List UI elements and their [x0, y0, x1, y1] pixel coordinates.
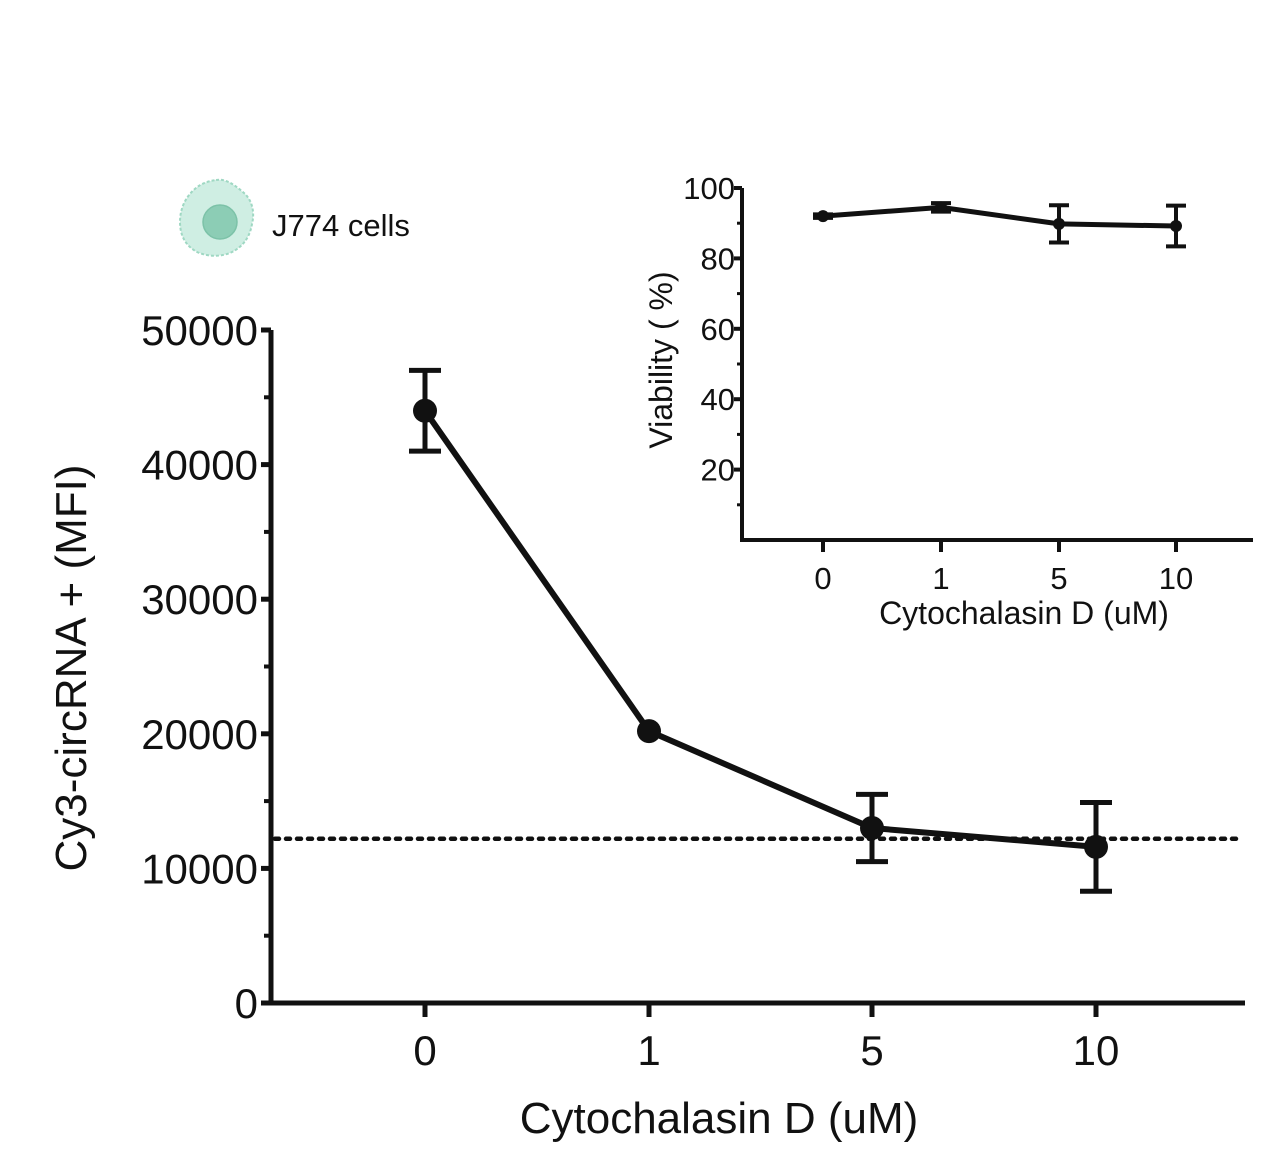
- main-series-line: [422, 409, 1097, 850]
- inset-x-axis-title: Cytochalasin D (uM): [879, 595, 1169, 631]
- inset-y-tick-label: 40: [701, 382, 735, 417]
- main-y-tick-label: 40000: [141, 442, 258, 489]
- main-data-point: [637, 719, 661, 744]
- main-y-tick-label: 0: [235, 980, 258, 1027]
- main-y-tick-label: 30000: [141, 576, 258, 623]
- main-y-tick-label: 50000: [141, 307, 258, 354]
- main-data-point: [413, 398, 437, 423]
- inset-data-point: [935, 201, 947, 214]
- inset-data-point: [817, 210, 829, 223]
- main-x-axis-title: Cytochalasin D (uM): [520, 1094, 919, 1143]
- inset-x-tick-label: 0: [814, 561, 831, 596]
- legend-label: J774 cells: [272, 208, 410, 243]
- inset-series-line: [822, 204, 1177, 229]
- main-y-tick-label: 10000: [141, 845, 258, 892]
- inset-y-tick-label: 80: [701, 241, 735, 276]
- inset-data-point: [1053, 217, 1065, 230]
- cell-icon: [178, 178, 255, 257]
- inset-x-tick-label: 10: [1159, 561, 1193, 596]
- inset-y-tick-label: 100: [683, 171, 735, 206]
- inset-data-point: [1170, 220, 1182, 233]
- main-data-point: [860, 816, 884, 841]
- main-x-tick-label: 1: [637, 1027, 660, 1074]
- inset-x-tick-label: 1: [932, 561, 949, 596]
- inset-x-tick-label: 5: [1050, 561, 1067, 596]
- main-x-tick-label: 5: [860, 1027, 883, 1074]
- main-x-tick-label: 10: [1073, 1027, 1120, 1074]
- main-y-axis-title: Cy3-circRNA + (MFI): [47, 465, 96, 872]
- inset-y-tick-label: 60: [701, 312, 735, 347]
- main-data-point: [1084, 834, 1108, 859]
- main-x-tick-label: 0: [413, 1027, 436, 1074]
- main-y-tick-label: 20000: [141, 711, 258, 758]
- inset-y-tick-label: 20: [701, 453, 735, 488]
- legend: J774 cells: [178, 178, 410, 257]
- inset-y-axis-title: Viability ( %): [643, 271, 679, 448]
